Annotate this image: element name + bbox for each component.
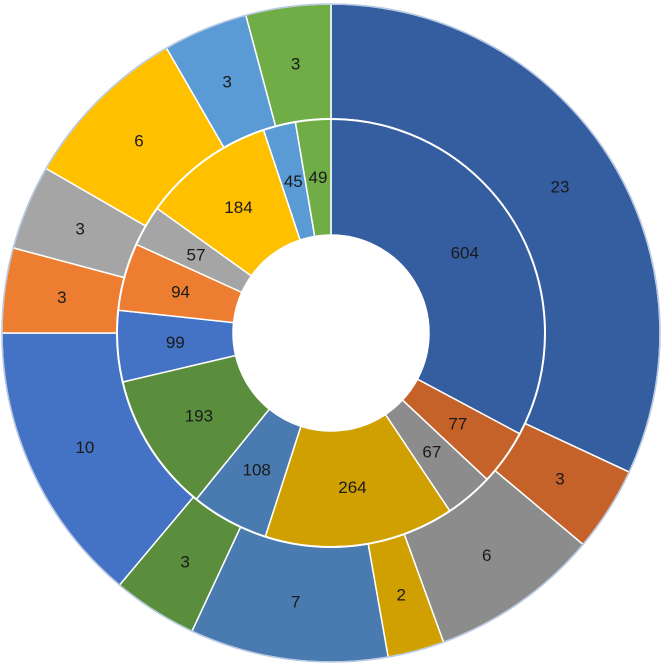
inner-ring-value-label: 77	[448, 414, 467, 433]
outer-ring-value-label: 3	[291, 54, 300, 73]
outer-ring-value-label: 3	[555, 469, 564, 488]
inner-ring-value-label: 45	[284, 172, 303, 191]
outer-ring-value-label: 6	[134, 132, 143, 151]
inner-ring-value-label: 184	[224, 198, 252, 217]
ring-divider	[116, 118, 546, 548]
inner-ring-value-label: 193	[185, 406, 213, 425]
inner-ring-value-label: 94	[171, 282, 190, 301]
inner-ring	[116, 118, 546, 548]
outer-ring-value-label: 6	[482, 546, 491, 565]
outer-ring-value-label: 23	[551, 178, 570, 197]
value-labels: 23 3 6 2 7 3 10 3 3 6 3 3 604 77 67 264 108 193 99 94 57 184 4…	[57, 54, 569, 611]
outer-ring-value-label: 2	[397, 586, 406, 605]
outer-ring-value-label: 10	[75, 438, 94, 457]
outer-ring-border	[1, 3, 661, 663]
outer-ring-value-label: 3	[222, 73, 231, 92]
inner-ring-value-label: 49	[309, 168, 328, 187]
inner-ring-value-label: 264	[338, 478, 366, 497]
outer-ring	[1, 3, 661, 663]
inner-ring-value-label: 108	[242, 461, 270, 480]
inner-ring-value-label: 99	[166, 333, 185, 352]
outer-ring-value-label: 7	[291, 593, 300, 612]
inner-ring-value-label: 57	[187, 245, 206, 264]
outer-ring-value-label: 3	[180, 552, 189, 571]
outer-ring-value-label: 3	[57, 288, 66, 307]
inner-ring-value-label: 67	[422, 443, 441, 462]
inner-ring-value-label: 604	[451, 243, 479, 262]
outer-ring-value-label: 3	[75, 220, 84, 239]
